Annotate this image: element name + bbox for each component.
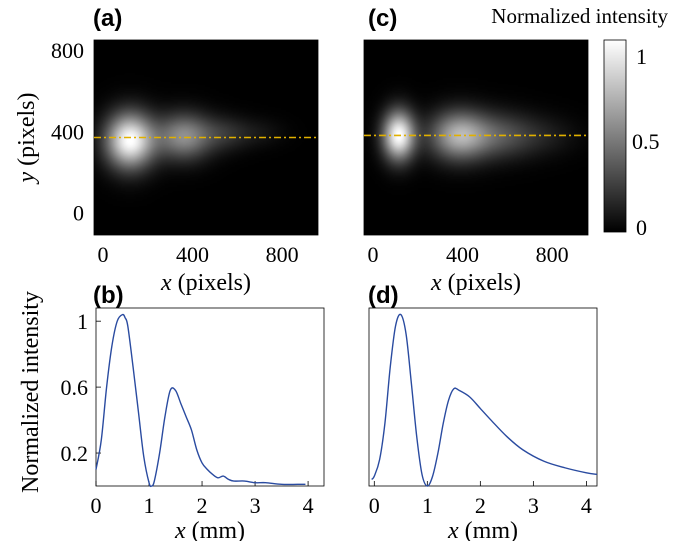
x-axis-var: x bbox=[447, 518, 459, 541]
x-tick-label: 1 bbox=[144, 493, 155, 518]
colorbar-tick-1: 1 bbox=[636, 44, 647, 69]
x-axis-label: x (pixels) bbox=[430, 270, 521, 296]
colorbar-title: Normalized intensity bbox=[491, 4, 668, 28]
heatmap-intensity bbox=[364, 40, 588, 235]
y-axis-label-b: Normalized intensity bbox=[18, 291, 44, 493]
x-tick-label: 3 bbox=[528, 493, 539, 518]
x-axis-label: x (pixels) bbox=[160, 270, 251, 296]
panel-label-c: (c) bbox=[368, 5, 397, 32]
x-tick-label: 4 bbox=[581, 493, 592, 518]
x-tick-label: 800 bbox=[536, 242, 569, 267]
x-tick-label: 0 bbox=[367, 242, 378, 267]
x-tick-label: 3 bbox=[250, 493, 261, 518]
x-axis-unit: (pixels) bbox=[442, 270, 521, 296]
line-plot-d: 0 1 2 3 4 x (mm) bbox=[368, 307, 598, 541]
series-line bbox=[371, 313, 598, 487]
panel-label-d: (d) bbox=[368, 282, 399, 309]
series-line bbox=[95, 313, 306, 488]
colorbar-tick-0.5: 0.5 bbox=[632, 129, 660, 154]
y-tick-label: 400 bbox=[51, 119, 84, 144]
x-tick-label: 0 bbox=[369, 493, 380, 518]
y-tick-label: 1 bbox=[77, 309, 88, 334]
plot-frame bbox=[368, 307, 598, 487]
x-tick-label: 800 bbox=[266, 242, 299, 267]
heatmap-frame bbox=[363, 39, 589, 236]
x-tick-label: 4 bbox=[303, 493, 314, 518]
colorbar bbox=[603, 39, 627, 233]
panel-label-a: (a) bbox=[93, 5, 122, 32]
x-axis-unit: (mm) bbox=[186, 518, 245, 541]
heatmap-c: 0 400 800 x (pixels) bbox=[363, 39, 589, 296]
x-axis-label: x (mm) bbox=[447, 518, 518, 541]
x-tick-label: 0 bbox=[97, 242, 108, 267]
x-axis-unit: (pixels) bbox=[172, 270, 251, 296]
x-tick-label: 400 bbox=[176, 242, 209, 267]
y-axis-var: y bbox=[14, 171, 40, 184]
x-tick-label: 2 bbox=[475, 493, 486, 518]
panel-label-b: (b) bbox=[93, 282, 124, 309]
x-tick-label: 400 bbox=[446, 242, 479, 267]
colorbar-tick-0: 0 bbox=[636, 215, 647, 240]
line-plot-b: 0 1 2 3 4 1 0.6 0.2 x (mm) bbox=[61, 307, 325, 541]
x-axis-var: x bbox=[430, 270, 442, 296]
y-tick-label: 0.2 bbox=[61, 441, 89, 466]
x-axis-unit: (mm) bbox=[459, 518, 518, 541]
x-tick-label: 2 bbox=[197, 493, 208, 518]
plot-frame bbox=[95, 307, 325, 487]
x-axis-var: x bbox=[160, 270, 172, 296]
x-tick-label: 1 bbox=[422, 493, 433, 518]
y-axis-label: y (pixels) bbox=[14, 93, 40, 185]
y-tick-label: 800 bbox=[51, 38, 84, 63]
y-tick-label: 0 bbox=[73, 201, 84, 226]
x-tick-label: 0 bbox=[91, 493, 102, 518]
y-tick-label: 0.6 bbox=[61, 375, 89, 400]
x-axis-label: x (mm) bbox=[174, 518, 245, 541]
y-axis-unit: (pixels) bbox=[14, 93, 40, 172]
x-axis-var: x bbox=[174, 518, 186, 541]
